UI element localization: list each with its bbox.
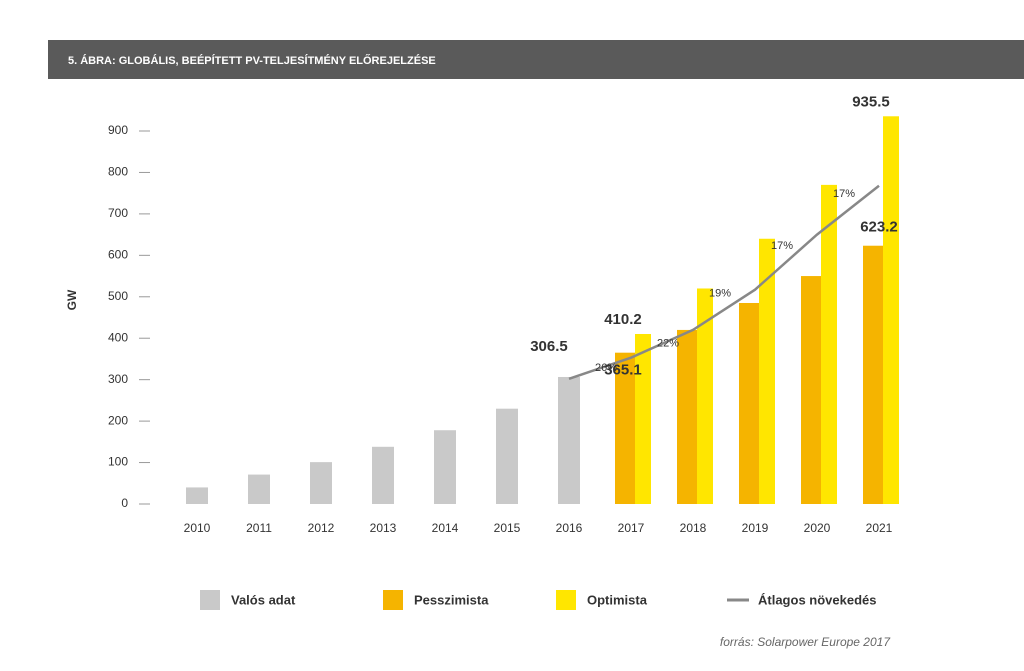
y-tick-label: 800 — [108, 165, 128, 179]
value-label: 365.1 — [604, 362, 642, 379]
y-tick-label: 600 — [108, 248, 128, 262]
value-label: 623.2 — [860, 219, 898, 236]
growth-label: 17% — [771, 240, 793, 252]
x-tick-label: 2011 — [246, 521, 272, 535]
bar — [248, 474, 270, 504]
bar — [434, 430, 456, 504]
bar — [739, 302, 759, 504]
bar — [821, 184, 837, 504]
legend-swatch — [556, 590, 576, 610]
bar — [697, 288, 713, 504]
y-tick-label: 900 — [108, 123, 128, 137]
legend-label: Optimista — [587, 592, 648, 607]
x-tick-label: 2010 — [184, 521, 211, 535]
y-tick-label: 700 — [108, 206, 128, 220]
y-tick-label: 400 — [108, 330, 128, 344]
y-tick-label: 500 — [108, 289, 128, 303]
bar — [615, 352, 635, 504]
legend-swatch — [383, 590, 403, 610]
source: forrás: Solarpower Europe 2017 — [720, 635, 891, 649]
x-tick-label: 2016 — [556, 521, 583, 535]
legend-swatch — [200, 590, 220, 610]
bar — [883, 116, 899, 504]
x-tick-label: 2020 — [804, 521, 831, 535]
bar — [186, 487, 208, 504]
growth-label: 19% — [709, 288, 731, 300]
bar — [759, 238, 775, 504]
y-tick-label: 0 — [121, 496, 128, 510]
x-tick-label: 2015 — [494, 521, 521, 535]
legend-label: Pesszimista — [414, 592, 489, 607]
bar — [310, 462, 332, 504]
bar — [372, 446, 394, 504]
growth-label: 26% — [595, 362, 617, 374]
growth-label: 22% — [657, 338, 679, 350]
header-bar — [48, 40, 1024, 79]
y-tick-label: 200 — [108, 413, 128, 427]
bar — [558, 376, 580, 504]
x-tick-label: 2021 — [866, 521, 893, 535]
value-label: 410.2 — [604, 311, 642, 328]
x-tick-label: 2013 — [370, 521, 397, 535]
bar — [801, 276, 821, 504]
x-tick-label: 2018 — [680, 521, 707, 535]
bar — [496, 408, 518, 504]
value-label: 935.5 — [852, 93, 890, 110]
growth-label: 17% — [833, 188, 855, 200]
legend-label: Valós adat — [231, 592, 296, 607]
x-tick-label: 2012 — [308, 521, 335, 535]
x-tick-label: 2017 — [618, 521, 645, 535]
x-tick-label: 2019 — [742, 521, 769, 535]
legend-label: Átlagos növekedés — [758, 592, 877, 607]
bar — [677, 329, 697, 504]
y-tick-label: 300 — [108, 372, 128, 386]
average-line — [568, 184, 880, 381]
x-tick-label: 2014 — [432, 521, 459, 535]
bar — [863, 245, 883, 505]
bar — [635, 333, 651, 504]
header-title: 5. ÁBRA: GLOBÁLIS, BEÉPÍTETT PV-TELJESÍT… — [68, 54, 436, 67]
value-label: 306.5 — [530, 338, 568, 355]
y-axis-label: GW — [65, 289, 79, 310]
y-tick-label: 100 — [108, 455, 128, 469]
